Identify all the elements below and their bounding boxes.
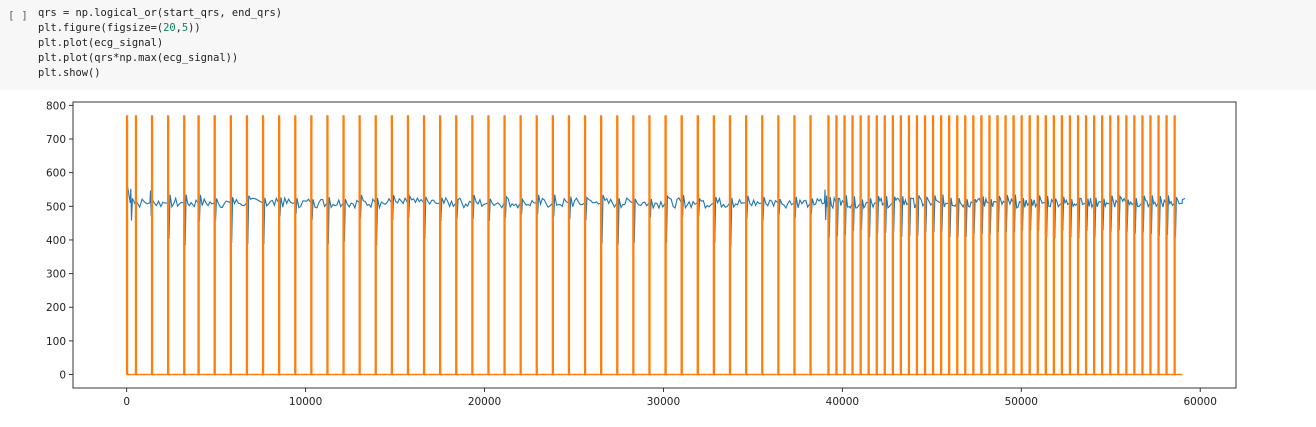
y-tick-label: 0 [59, 370, 66, 382]
axes-border [72, 101, 1237, 389]
x-axis: 0 10000 20000 30000 40000 50000 60000 [123, 388, 1217, 408]
y-tick-label: 500 [46, 201, 66, 213]
y-tick-label: 400 [46, 235, 66, 247]
code-token: plt.show() [38, 67, 101, 79]
code-token: )) [188, 22, 201, 34]
x-tick-label: 10000 [289, 396, 322, 408]
series-qrs-pulses [125, 115, 1183, 376]
series-ecg-signal [126, 181, 1186, 246]
code-line: qrs = np.logical_or(start_qrs, end_qrs) [38, 7, 282, 19]
code-line: plt.plot(ecg_signal) [38, 37, 163, 49]
x-tick-label: 40000 [826, 396, 859, 408]
y-tick-label: 100 [46, 336, 66, 348]
code-line: plt.show() [38, 67, 101, 79]
axes-frame [72, 101, 1237, 389]
code-number-token: 5 [181, 22, 189, 34]
code-token: plt.figure(figsize=( [38, 22, 164, 34]
x-tick-label: 50000 [1005, 396, 1038, 408]
code-number-token: 20 [163, 22, 176, 34]
ecg-line-chart: 0 10000 20000 30000 40000 50000 60000 0 100 200 3… [46, 100, 1237, 408]
code-token: qrs = np.logical_or(start_qrs, end_qrs) [38, 7, 282, 19]
x-tick-label: 20000 [468, 396, 501, 408]
x-tick-label: 30000 [647, 396, 680, 408]
code-token: plt.plot(qrs*np.max(ecg_signal)) [38, 52, 239, 64]
y-tick-label: 800 [46, 100, 66, 112]
y-tick-label: 700 [46, 134, 66, 146]
y-axis: 0 100 200 300 400 500 600 700 800 [46, 100, 73, 382]
code-cell[interactable]: [ ] qrs = np.logical_or(start_qrs, end_q… [0, 0, 1316, 90]
code-token: , [175, 22, 182, 34]
cell-run-prompt[interactable]: [ ] [8, 9, 28, 22]
y-tick-label: 200 [46, 302, 66, 314]
y-tick-label: 300 [46, 269, 66, 281]
code-editor[interactable]: qrs = np.logical_or(start_qrs, end_qrs) … [38, 6, 282, 81]
plot-area [125, 115, 1186, 376]
y-tick-label: 600 [46, 168, 66, 180]
cell-output: 0 10000 20000 30000 40000 50000 60000 0 100 200 3… [0, 90, 1316, 423]
x-tick-label: 0 [123, 396, 130, 408]
x-tick-label: 60000 [1184, 396, 1217, 408]
code-line: plt.figure(figsize=(20,5)) [38, 22, 201, 34]
code-token: plt.plot(ecg_signal) [38, 37, 164, 49]
code-line: plt.plot(qrs*np.max(ecg_signal)) [38, 52, 238, 64]
